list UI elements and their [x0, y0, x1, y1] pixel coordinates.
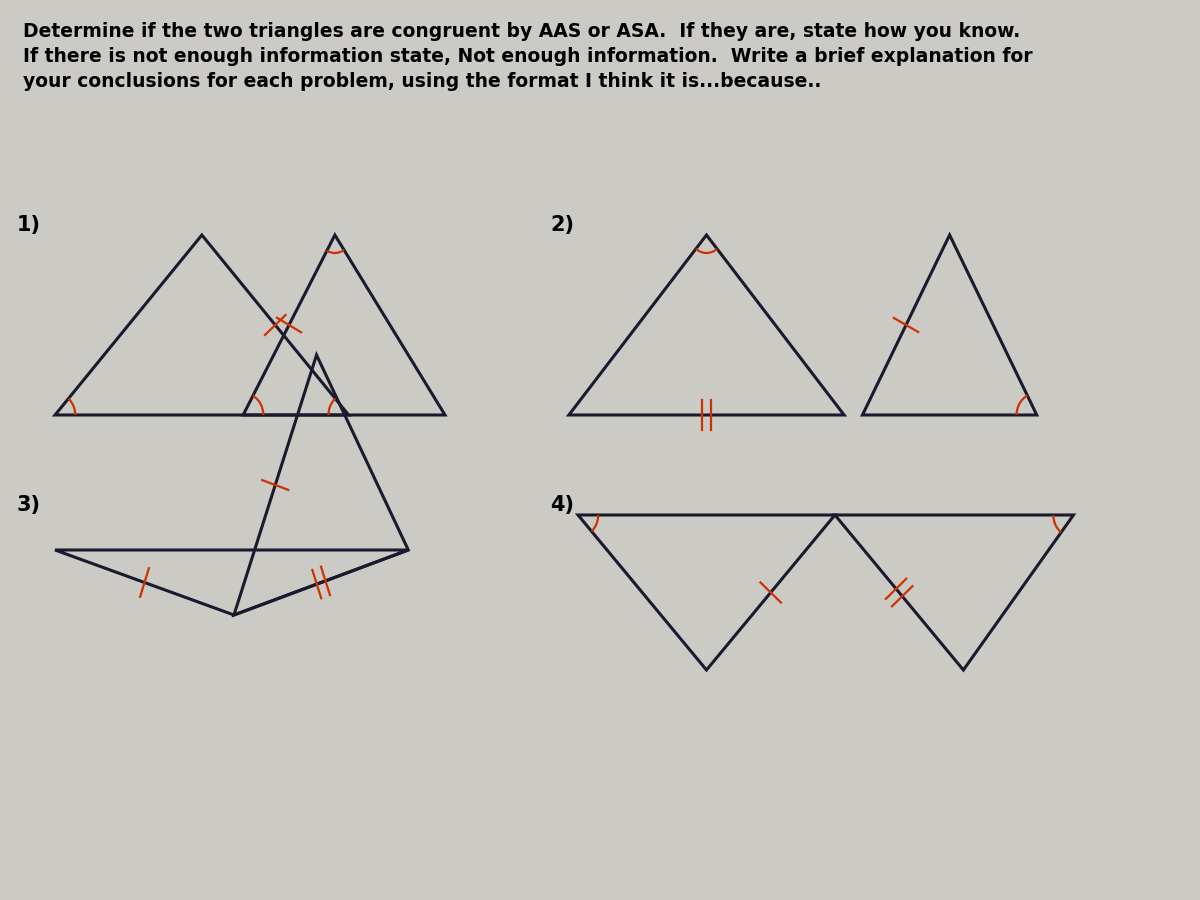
Text: 1): 1): [17, 215, 41, 235]
Text: Determine if the two triangles are congruent by AAS or ASA.  If they are, state : Determine if the two triangles are congr…: [23, 22, 1032, 91]
Text: 2): 2): [551, 215, 575, 235]
Text: 4): 4): [551, 495, 575, 515]
Text: 3): 3): [17, 495, 41, 515]
